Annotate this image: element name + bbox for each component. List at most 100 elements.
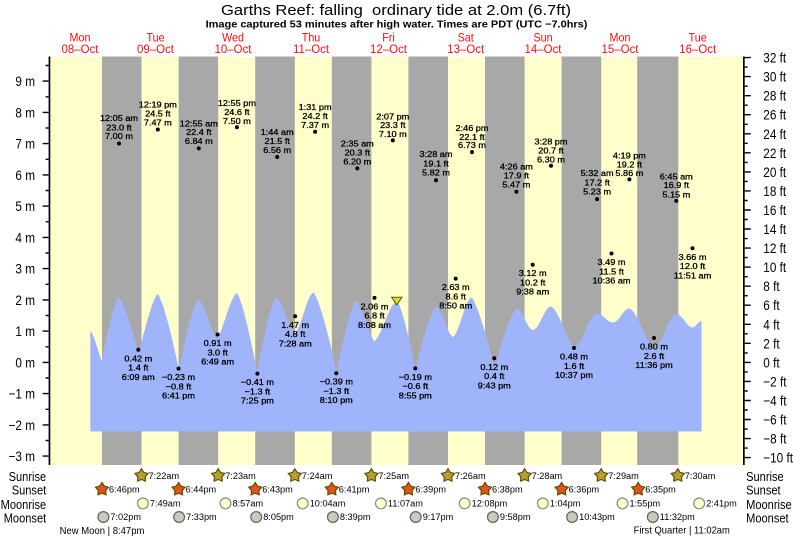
svg-text:5.82 m: 5.82 m — [422, 168, 450, 178]
svg-text:2.63 m: 2.63 m — [442, 282, 470, 292]
svg-text:3.12 m: 3.12 m — [519, 269, 547, 279]
svg-text:−0.41 m: −0.41 m — [241, 377, 274, 387]
svg-text:Thu: Thu — [302, 32, 320, 45]
svg-text:6.20 m: 6.20 m — [343, 157, 371, 167]
svg-text:9:38 am: 9:38 am — [516, 287, 549, 297]
svg-text:13–Oct: 13–Oct — [447, 42, 485, 56]
svg-text:Sunset: Sunset — [746, 483, 781, 498]
svg-text:5.15 m: 5.15 m — [662, 190, 690, 200]
svg-text:7:28am: 7:28am — [532, 471, 563, 481]
svg-text:Mon: Mon — [610, 32, 631, 45]
svg-text:6:45 am: 6:45 am — [660, 172, 693, 182]
svg-text:6.56 m: 6.56 m — [263, 145, 291, 155]
svg-text:22 ft: 22 ft — [763, 145, 786, 161]
svg-text:09–Oct: 09–Oct — [137, 42, 175, 56]
svg-text:0 m: 0 m — [15, 354, 35, 370]
svg-text:New Moon | 8:47pm: New Moon | 8:47pm — [60, 526, 145, 537]
svg-text:0.80 m: 0.80 m — [640, 342, 668, 352]
svg-text:4:19 pm: 4:19 pm — [613, 151, 646, 161]
svg-text:24.2 ft: 24.2 ft — [302, 111, 328, 121]
svg-text:12:19 pm: 12:19 pm — [139, 100, 177, 110]
svg-text:11:32pm: 11:32pm — [660, 512, 695, 522]
svg-text:2:41pm: 2:41pm — [706, 499, 737, 509]
svg-text:Fri: Fri — [382, 32, 395, 45]
svg-text:Garths Reef: falling ordinary: Garths Reef: falling ordinary tide at 2.… — [221, 3, 571, 19]
svg-text:−0.39 m: −0.39 m — [320, 377, 353, 387]
svg-text:8.6 ft: 8.6 ft — [446, 292, 467, 302]
svg-text:22.4 ft: 22.4 ft — [186, 127, 212, 137]
svg-text:6:38pm: 6:38pm — [492, 485, 523, 495]
svg-text:6.84 m: 6.84 m — [185, 136, 213, 146]
svg-text:6:09 am: 6:09 am — [122, 372, 155, 382]
svg-text:16 ft: 16 ft — [763, 202, 786, 218]
svg-text:5.86 m: 5.86 m — [615, 169, 643, 179]
svg-text:1.4 ft: 1.4 ft — [128, 363, 149, 373]
svg-text:Sun: Sun — [533, 32, 552, 45]
svg-text:−1 m: −1 m — [9, 386, 35, 402]
svg-text:Moonset: Moonset — [746, 511, 789, 526]
svg-text:10:43pm: 10:43pm — [579, 512, 615, 522]
svg-text:8 m: 8 m — [15, 104, 35, 120]
svg-text:22.1 ft: 22.1 ft — [459, 132, 485, 142]
svg-text:7:02pm: 7:02pm — [110, 512, 141, 522]
svg-text:32 ft: 32 ft — [763, 50, 786, 66]
svg-text:6 ft: 6 ft — [763, 297, 780, 313]
svg-text:7:24am: 7:24am — [302, 471, 333, 481]
svg-text:20 ft: 20 ft — [763, 164, 786, 180]
svg-text:−1.3 ft: −1.3 ft — [323, 386, 349, 396]
svg-text:8:39pm: 8:39pm — [340, 512, 371, 522]
svg-text:−0.19 m: −0.19 m — [399, 372, 432, 382]
svg-text:6:46pm: 6:46pm — [109, 485, 140, 495]
svg-text:7.47 m: 7.47 m — [144, 118, 172, 128]
svg-text:24 ft: 24 ft — [763, 126, 786, 142]
svg-text:Sunrise: Sunrise — [746, 469, 784, 484]
svg-text:2:46 pm: 2:46 pm — [455, 123, 488, 133]
svg-text:−8 ft: −8 ft — [763, 431, 787, 447]
svg-text:4 ft: 4 ft — [763, 316, 780, 332]
svg-text:−10 ft: −10 ft — [763, 450, 793, 466]
svg-text:10–Oct: 10–Oct — [215, 42, 253, 56]
svg-text:11.5 ft: 11.5 ft — [599, 267, 624, 277]
svg-text:5.47 m: 5.47 m — [502, 180, 530, 190]
svg-text:3.0 ft: 3.0 ft — [207, 348, 228, 358]
svg-text:15–Oct: 15–Oct — [602, 42, 640, 56]
svg-text:6:35pm: 6:35pm — [645, 485, 676, 495]
svg-text:1:04pm: 1:04pm — [550, 499, 581, 509]
svg-text:12:05 am: 12:05 am — [100, 114, 138, 124]
svg-text:Wed: Wed — [222, 32, 244, 45]
svg-text:7 m: 7 m — [15, 136, 35, 152]
svg-text:3.66 m: 3.66 m — [679, 252, 707, 262]
svg-text:1.47 m: 1.47 m — [281, 320, 309, 330]
svg-text:Moonset: Moonset — [4, 511, 47, 526]
svg-text:20.3 ft: 20.3 ft — [345, 148, 371, 158]
svg-text:12–Oct: 12–Oct — [370, 42, 408, 56]
svg-text:11:07am: 11:07am — [388, 499, 423, 509]
svg-text:Tue: Tue — [689, 32, 707, 45]
svg-text:6:41pm: 6:41pm — [339, 485, 370, 495]
svg-text:17.9 ft: 17.9 ft — [504, 171, 530, 181]
svg-text:Image captured 53 minutes afte: Image captured 53 minutes after high wat… — [206, 20, 588, 30]
svg-text:24.6 ft: 24.6 ft — [224, 108, 250, 118]
svg-text:1.6 ft: 1.6 ft — [564, 361, 585, 371]
svg-text:12:55 am: 12:55 am — [180, 119, 218, 129]
svg-text:7:22am: 7:22am — [149, 471, 180, 481]
svg-text:0.91 m: 0.91 m — [204, 338, 232, 348]
svg-text:Mon: Mon — [70, 32, 91, 45]
svg-text:−1.3 ft: −1.3 ft — [245, 387, 271, 397]
svg-text:−0.6 ft: −0.6 ft — [402, 382, 428, 392]
svg-text:4.8 ft: 4.8 ft — [285, 329, 306, 339]
svg-text:7:30am: 7:30am — [685, 471, 716, 481]
svg-text:16–Oct: 16–Oct — [679, 42, 717, 56]
svg-text:7:23am: 7:23am — [225, 471, 256, 481]
svg-text:Sunset: Sunset — [12, 483, 47, 498]
svg-text:1:31 pm: 1:31 pm — [299, 102, 332, 112]
svg-text:5:32 am: 5:32 am — [581, 169, 614, 179]
svg-text:8:08 am: 8:08 am — [358, 320, 391, 330]
svg-text:16.9 ft: 16.9 ft — [664, 181, 690, 191]
svg-text:10 ft: 10 ft — [763, 259, 786, 275]
svg-text:10:36 am: 10:36 am — [592, 276, 630, 286]
svg-text:−6 ft: −6 ft — [763, 412, 787, 428]
svg-text:3 m: 3 m — [15, 261, 35, 277]
svg-text:0.12 m: 0.12 m — [480, 362, 508, 372]
svg-text:3.49 m: 3.49 m — [598, 257, 626, 267]
